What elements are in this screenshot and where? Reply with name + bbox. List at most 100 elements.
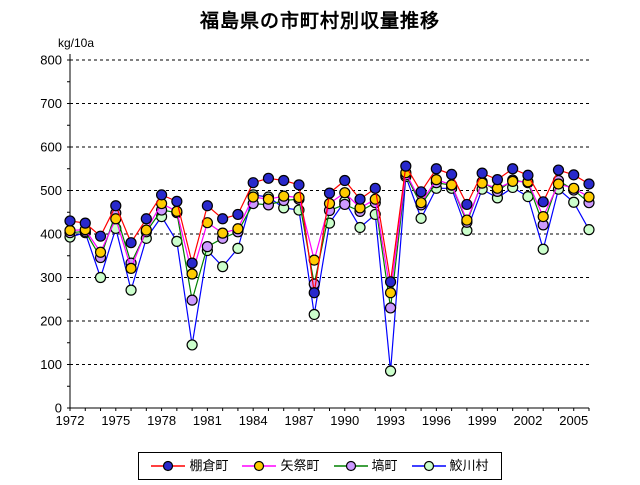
data-point-棚倉町 [507, 163, 519, 175]
data-point-棚倉町 [293, 179, 305, 191]
y-axis-unit-label: kg/10a [58, 36, 95, 50]
data-point-矢祭町 [323, 197, 336, 210]
y-tick-label: 500 [40, 183, 62, 198]
legend-marker-icon [242, 460, 277, 472]
data-point-棚倉町 [186, 257, 198, 269]
data-point-棚倉町 [400, 160, 412, 172]
data-point-鮫川村 [125, 284, 137, 296]
data-point-塙町 [186, 294, 198, 306]
legend-item-棚倉町: 棚倉町 [151, 456, 228, 476]
data-point-矢祭町 [94, 246, 107, 258]
data-point-矢祭町 [140, 224, 152, 236]
data-point-矢祭町 [232, 223, 244, 235]
legend-item-塙町: 塙町 [333, 456, 398, 476]
data-point-棚倉町 [110, 200, 122, 212]
data-point-鮫川村 [217, 261, 229, 273]
data-point-矢祭町 [186, 268, 198, 280]
data-point-棚倉町 [232, 208, 244, 221]
data-point-棚倉町 [415, 186, 427, 198]
data-point-鮫川村 [568, 196, 580, 208]
legend-label: 鮫川村 [449, 458, 489, 473]
data-point-棚倉町 [446, 168, 458, 181]
data-point-棚倉町 [430, 163, 442, 175]
data-point-矢祭町 [125, 262, 137, 274]
y-tick-label: 600 [40, 140, 62, 155]
data-point-棚倉町 [552, 164, 565, 176]
x-tick-label: 1996 [422, 413, 451, 428]
legend-item-矢祭町: 矢祭町 [242, 456, 320, 476]
data-point-棚倉町 [384, 276, 397, 288]
data-point-棚倉町 [461, 198, 473, 211]
data-point-鮫川村 [537, 243, 549, 255]
x-tick-label: 1993 [376, 413, 405, 428]
data-point-矢祭町 [552, 178, 565, 190]
x-tick-label: 1999 [468, 413, 497, 428]
data-point-棚倉町 [79, 217, 91, 229]
data-point-棚倉町 [140, 213, 152, 225]
data-point-塙町 [339, 198, 351, 211]
legend-marker-icon [151, 460, 186, 472]
data-point-矢祭町 [278, 190, 290, 202]
data-point-鮫川村 [415, 212, 427, 224]
data-point-鮫川村 [583, 224, 595, 236]
legend-item-鮫川村: 鮫川村 [411, 456, 489, 476]
x-tick-label: 1984 [239, 413, 268, 428]
x-tick-label: 1990 [330, 413, 359, 428]
data-point-棚倉町 [278, 174, 290, 187]
data-point-矢祭町 [369, 193, 381, 205]
data-point-矢祭町 [64, 224, 76, 237]
data-point-棚倉町 [537, 196, 549, 208]
data-point-鮫川村 [94, 271, 107, 284]
legend-marker-icon [411, 460, 446, 472]
legend-marker-icon [333, 460, 368, 472]
data-point-棚倉町 [308, 287, 320, 299]
data-point-棚倉町 [369, 182, 381, 194]
y-tick-label: 200 [40, 314, 62, 329]
data-point-矢祭町 [415, 197, 427, 209]
legend-label: 矢祭町 [280, 458, 320, 473]
chart-title: 福島県の市町村別収量推移 [199, 11, 440, 32]
data-point-塙町 [201, 241, 213, 253]
x-tick-label: 1978 [147, 413, 176, 428]
data-point-棚倉町 [125, 237, 137, 249]
legend-box: 棚倉町 矢祭町 塙町 鮫川村 [138, 452, 502, 480]
x-tick-label: 1987 [285, 413, 314, 428]
data-point-塙町 [384, 302, 397, 314]
data-point-矢祭町 [507, 175, 519, 187]
legend-label: 塙町 [371, 458, 398, 473]
data-point-棚倉町 [339, 174, 351, 187]
x-tick-label: 2005 [559, 413, 588, 428]
data-point-棚倉町 [354, 193, 366, 205]
data-point-棚倉町 [247, 177, 259, 189]
data-point-棚倉町 [522, 169, 534, 181]
y-tick-label: 300 [40, 270, 62, 285]
data-point-矢祭町 [583, 191, 595, 203]
data-point-棚倉町 [94, 230, 107, 242]
data-point-棚倉町 [64, 215, 76, 227]
data-point-矢祭町 [537, 211, 549, 223]
data-point-鮫川村 [171, 235, 183, 247]
x-tick-label: 2002 [513, 413, 542, 428]
data-point-鮫川村 [308, 308, 320, 321]
data-point-棚倉町 [323, 187, 336, 199]
data-point-矢祭町 [217, 227, 229, 239]
data-point-矢祭町 [293, 191, 305, 204]
data-point-矢祭町 [461, 214, 473, 226]
y-tick-label: 700 [40, 96, 62, 111]
data-point-矢祭町 [568, 182, 580, 194]
data-point-鮫川村 [384, 365, 397, 377]
data-point-棚倉町 [171, 195, 183, 207]
data-point-棚倉町 [262, 172, 275, 184]
data-point-棚倉町 [201, 200, 213, 212]
data-point-棚倉町 [568, 169, 580, 181]
y-tick-label: 800 [40, 53, 62, 68]
x-tick-label: 1975 [101, 413, 130, 428]
data-point-矢祭町 [339, 187, 351, 199]
data-point-棚倉町 [583, 178, 595, 190]
data-point-矢祭町 [384, 287, 397, 299]
data-point-矢祭町 [247, 191, 259, 203]
data-point-鮫川村 [186, 339, 198, 351]
data-point-棚倉町 [155, 189, 168, 201]
